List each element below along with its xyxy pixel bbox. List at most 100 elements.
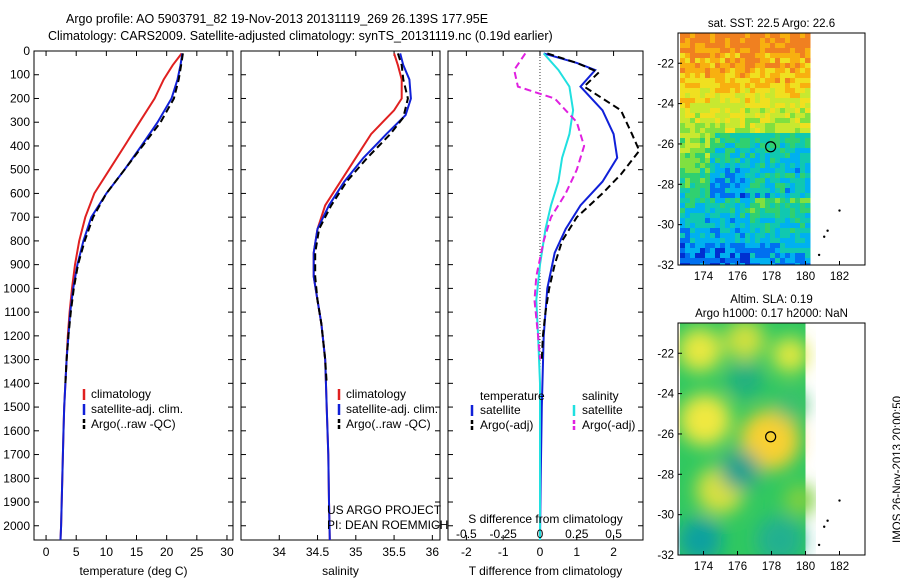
sst-cell bbox=[795, 83, 801, 89]
x-tick-label: 5 bbox=[73, 545, 80, 559]
sst-cell bbox=[725, 263, 731, 265]
sst-cell bbox=[695, 33, 701, 39]
sst-cell bbox=[780, 68, 786, 74]
sst-cell bbox=[780, 168, 786, 174]
sst-cell bbox=[795, 78, 801, 84]
sst-cell bbox=[795, 263, 801, 265]
sst-cell bbox=[705, 198, 711, 204]
sst-cell bbox=[780, 203, 786, 209]
sst-cell bbox=[775, 263, 781, 265]
sst-cell bbox=[690, 193, 696, 199]
sst-cell bbox=[775, 203, 781, 209]
sst-cell bbox=[750, 228, 756, 234]
sst-cell bbox=[775, 73, 781, 79]
sst-cell bbox=[685, 43, 691, 49]
sst-cell bbox=[715, 98, 721, 104]
sst-cell bbox=[800, 38, 806, 44]
sst-cell bbox=[700, 48, 706, 54]
sst-cell bbox=[745, 48, 751, 54]
sst-cell bbox=[715, 243, 721, 249]
sst-cell bbox=[750, 48, 756, 54]
sst-cell bbox=[735, 58, 741, 64]
sst-cell bbox=[785, 213, 791, 219]
sst-cell bbox=[775, 198, 781, 204]
sst-cell bbox=[760, 193, 766, 199]
sst-cell bbox=[775, 68, 781, 74]
sst-cell bbox=[735, 208, 741, 214]
sst-cell bbox=[750, 203, 756, 209]
sst-cell bbox=[685, 238, 691, 244]
temperature-series-satellite-adj-clim- bbox=[59, 53, 184, 541]
sst-cell bbox=[795, 208, 801, 214]
sst-cell bbox=[775, 178, 781, 184]
map-title: sat. SST: 22.5 Argo: 22.6 bbox=[708, 18, 835, 30]
sst-cell bbox=[780, 258, 786, 264]
y-tick-label: 900 bbox=[10, 258, 30, 272]
sst-cell bbox=[695, 263, 701, 265]
sst-cell bbox=[710, 238, 716, 244]
sst-cell bbox=[705, 208, 711, 214]
map-title: Altim. SLA: 0.19 bbox=[730, 294, 812, 306]
sst-cell bbox=[680, 113, 686, 119]
sst-cell bbox=[720, 63, 726, 69]
sla-blob bbox=[678, 518, 722, 555]
sst-cell bbox=[720, 183, 726, 189]
sst-cell bbox=[720, 78, 726, 84]
sst-cell bbox=[765, 158, 771, 164]
sst-cell bbox=[750, 128, 756, 134]
sst-cell bbox=[735, 68, 741, 74]
y-tick-label: 2000 bbox=[3, 519, 30, 533]
sst-cell bbox=[760, 83, 766, 89]
sst-cell bbox=[780, 83, 786, 89]
sst-cell bbox=[780, 178, 786, 184]
sst-cell bbox=[695, 163, 701, 169]
sst-cell bbox=[750, 78, 756, 84]
sst-cell bbox=[770, 138, 776, 144]
sst-cell bbox=[740, 68, 746, 74]
sst-cell bbox=[745, 108, 751, 114]
sst-cell bbox=[750, 133, 756, 139]
sst-cell bbox=[750, 43, 756, 49]
legend-label: Argo(-adj) bbox=[582, 418, 635, 432]
sst-cell bbox=[760, 213, 766, 219]
sst-cell bbox=[705, 153, 711, 159]
sst-cell bbox=[700, 153, 706, 159]
sst-cell bbox=[790, 258, 796, 264]
sst-cell bbox=[765, 103, 771, 109]
sst-cell bbox=[755, 53, 761, 59]
sst-cell bbox=[765, 243, 771, 249]
sst-cell bbox=[680, 248, 686, 254]
island-dot bbox=[826, 519, 829, 522]
sst-cell bbox=[805, 213, 811, 219]
sst-cell bbox=[725, 128, 731, 134]
sst-cell bbox=[695, 153, 701, 159]
sst-cell bbox=[785, 248, 791, 254]
sst-cell bbox=[800, 68, 806, 74]
sst-cell bbox=[785, 73, 791, 79]
sst-cell bbox=[790, 148, 796, 154]
sst-cell bbox=[800, 143, 806, 149]
sst-cell bbox=[700, 188, 706, 194]
sst-cell bbox=[705, 83, 711, 89]
sst-cell bbox=[770, 63, 776, 69]
sst-cell bbox=[680, 183, 686, 189]
sst-cell bbox=[775, 108, 781, 114]
sst-cell bbox=[795, 138, 801, 144]
sst-cell bbox=[700, 53, 706, 59]
sst-cell bbox=[775, 208, 781, 214]
sst-cell bbox=[795, 58, 801, 64]
sst-cell bbox=[735, 203, 741, 209]
sst-cell bbox=[690, 38, 696, 44]
sst-cell bbox=[680, 58, 686, 64]
sst-cell bbox=[770, 263, 776, 265]
sst-cell bbox=[745, 138, 751, 144]
sst-cell bbox=[805, 53, 811, 59]
sst-cell bbox=[775, 88, 781, 94]
sst-cell bbox=[780, 158, 786, 164]
sst-cell bbox=[750, 73, 756, 79]
sst-cell bbox=[690, 73, 696, 79]
sst-cell bbox=[780, 163, 786, 169]
sst-cell bbox=[765, 183, 771, 189]
sst-cell bbox=[735, 43, 741, 49]
sst-cell bbox=[735, 178, 741, 184]
